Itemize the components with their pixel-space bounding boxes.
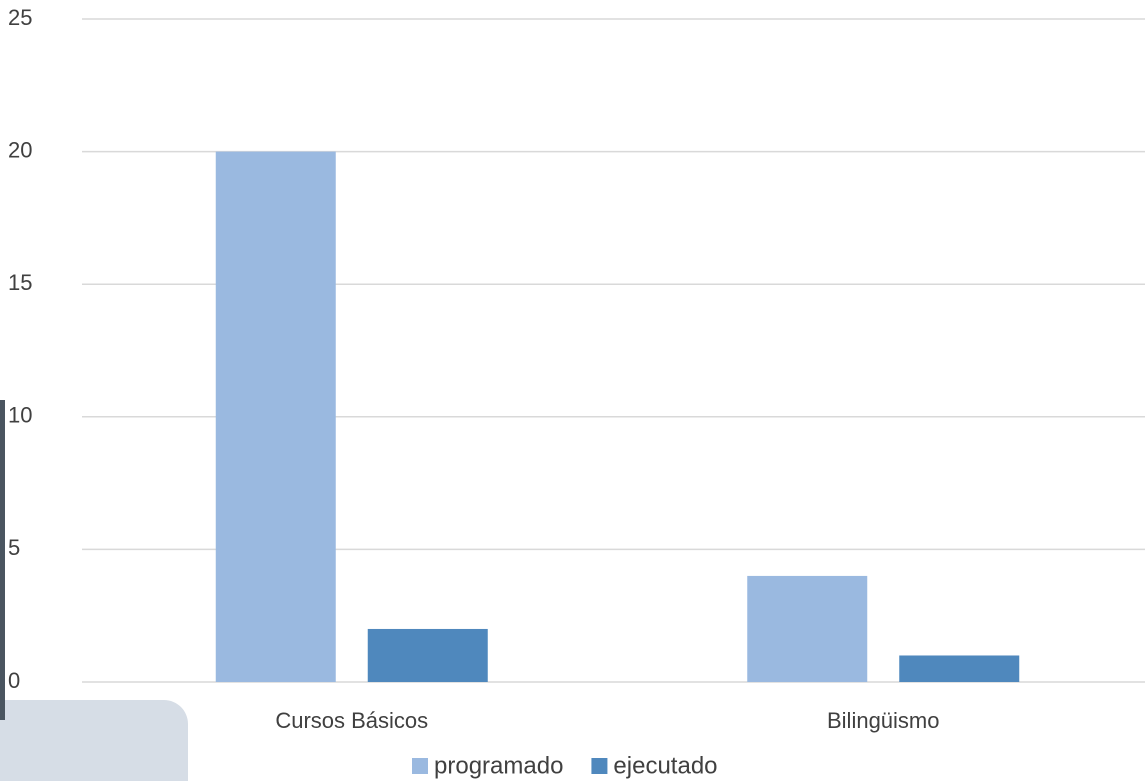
legend-label: ejecutado (613, 752, 717, 779)
y-tick-label: 0 (8, 668, 20, 693)
x-tick-label: Bilingüismo (827, 708, 940, 733)
background-panel (0, 700, 188, 781)
bar (215, 151, 336, 683)
bar (899, 655, 1020, 682)
x-tick-label: Cursos Básicos (275, 708, 428, 733)
y-tick-label: 5 (8, 535, 20, 560)
background-image-edge (0, 400, 5, 720)
y-tick-label: 15 (8, 270, 32, 295)
y-tick-label: 20 (8, 137, 32, 162)
y-tick-label: 25 (8, 5, 32, 30)
y-tick-label: 10 (8, 403, 32, 428)
bar (747, 575, 868, 682)
legend-swatch (412, 758, 428, 774)
legend-swatch (591, 758, 608, 774)
bar (367, 628, 488, 682)
legend-label: programado (434, 752, 563, 779)
